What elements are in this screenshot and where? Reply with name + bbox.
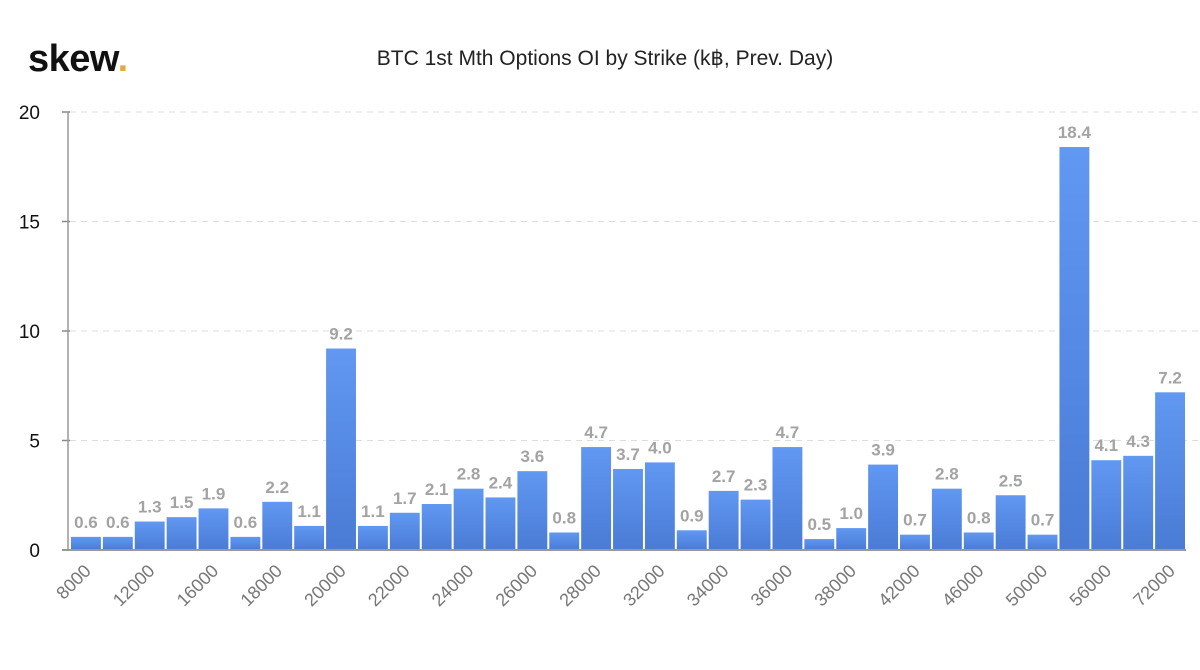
data-label: 7.2	[1158, 368, 1182, 387]
data-label: 1.7	[393, 489, 417, 508]
bar	[581, 447, 612, 550]
data-label: 2.1	[425, 480, 449, 499]
y-tick-label: 10	[19, 322, 40, 343]
data-label: 0.7	[903, 511, 927, 530]
bar	[485, 497, 516, 550]
bar	[836, 528, 867, 550]
bar	[102, 536, 133, 550]
bar	[294, 525, 325, 550]
data-label: 2.3	[744, 476, 768, 495]
data-label: 0.8	[967, 508, 991, 527]
data-label: 1.1	[297, 502, 321, 521]
bar	[134, 521, 165, 550]
bar	[326, 348, 356, 550]
bar	[389, 512, 420, 550]
bar	[262, 501, 293, 550]
x-tick-label: 36000	[747, 561, 797, 611]
data-label: 1.0	[839, 504, 863, 523]
data-label: 4.7	[776, 423, 800, 442]
bar	[71, 536, 101, 550]
x-tick-label: 72000	[1129, 561, 1179, 611]
data-label: 4.7	[584, 423, 608, 442]
x-tick-label: 22000	[364, 561, 414, 611]
bar	[804, 539, 835, 550]
data-label: 3.6	[521, 447, 545, 466]
data-label: 0.7	[1031, 511, 1055, 530]
data-label: 4.1	[1094, 436, 1118, 455]
bar	[613, 468, 643, 550]
x-tick-label: 56000	[1066, 561, 1116, 611]
data-label: 4.0	[648, 438, 672, 457]
bar	[453, 488, 484, 550]
x-tick-label: 12000	[109, 561, 159, 611]
bar	[772, 447, 803, 550]
data-label: 0.6	[106, 513, 130, 532]
data-label: 0.9	[680, 506, 704, 525]
bar	[549, 532, 580, 550]
bar	[1027, 534, 1058, 550]
y-tick-label: 20	[19, 103, 40, 124]
bar	[676, 530, 707, 550]
bar	[1091, 460, 1122, 550]
data-label: 1.3	[138, 498, 162, 517]
data-label: 0.5	[807, 515, 831, 534]
bar	[1123, 455, 1154, 550]
bar	[868, 464, 899, 550]
x-tick-label: 50000	[1002, 561, 1052, 611]
y-tick-label: 0	[29, 541, 40, 562]
bar	[740, 499, 771, 550]
x-tick-label: 32000	[619, 561, 669, 611]
x-tick-label: 16000	[173, 561, 223, 611]
data-label: 1.5	[170, 493, 194, 512]
x-tick-label: 38000	[810, 561, 860, 611]
data-label: 2.8	[457, 465, 481, 484]
x-tick-label: 28000	[555, 561, 605, 611]
data-label: 9.2	[329, 325, 353, 344]
bar	[1059, 147, 1090, 551]
x-tick-label: 20000	[300, 561, 350, 611]
x-tick-label: 26000	[492, 561, 542, 611]
data-label: 4.3	[1126, 432, 1150, 451]
bar	[900, 534, 930, 550]
bar	[357, 525, 388, 550]
data-label: 0.6	[74, 513, 98, 532]
x-tick-label: 18000	[237, 561, 287, 611]
bar	[995, 495, 1026, 550]
data-label: 3.7	[616, 445, 640, 464]
data-label: 18.4	[1058, 123, 1092, 142]
data-label: 0.8	[552, 508, 576, 527]
data-label: 3.9	[871, 441, 895, 460]
y-tick-label: 15	[19, 213, 40, 234]
data-label: 2.4	[489, 473, 513, 492]
data-label: 1.9	[202, 484, 226, 503]
bar	[517, 471, 548, 550]
data-label: 0.6	[234, 513, 258, 532]
bar	[230, 536, 261, 550]
data-label: 2.7	[712, 467, 736, 486]
x-tick-label: 24000	[428, 561, 478, 611]
data-label: 1.1	[361, 502, 385, 521]
data-label: 2.5	[999, 471, 1023, 490]
bar	[644, 462, 675, 550]
x-tick-label: 8000	[52, 561, 94, 603]
bar	[1155, 392, 1185, 550]
chart-title: BTC 1st Mth Options OI by Strike (k฿, Pr…	[376, 47, 834, 70]
x-tick-label: 46000	[938, 561, 988, 611]
skew-logo: skew.	[28, 38, 128, 80]
x-tick-label: 34000	[683, 561, 733, 611]
bar	[421, 504, 452, 550]
bar	[198, 508, 229, 550]
bar	[708, 490, 739, 550]
bar	[931, 488, 962, 550]
bar	[166, 517, 197, 550]
data-label: 2.2	[265, 478, 289, 497]
bar	[963, 532, 994, 550]
x-tick-label: 42000	[874, 561, 924, 611]
y-tick-label: 5	[29, 432, 40, 453]
data-label: 2.8	[935, 465, 959, 484]
